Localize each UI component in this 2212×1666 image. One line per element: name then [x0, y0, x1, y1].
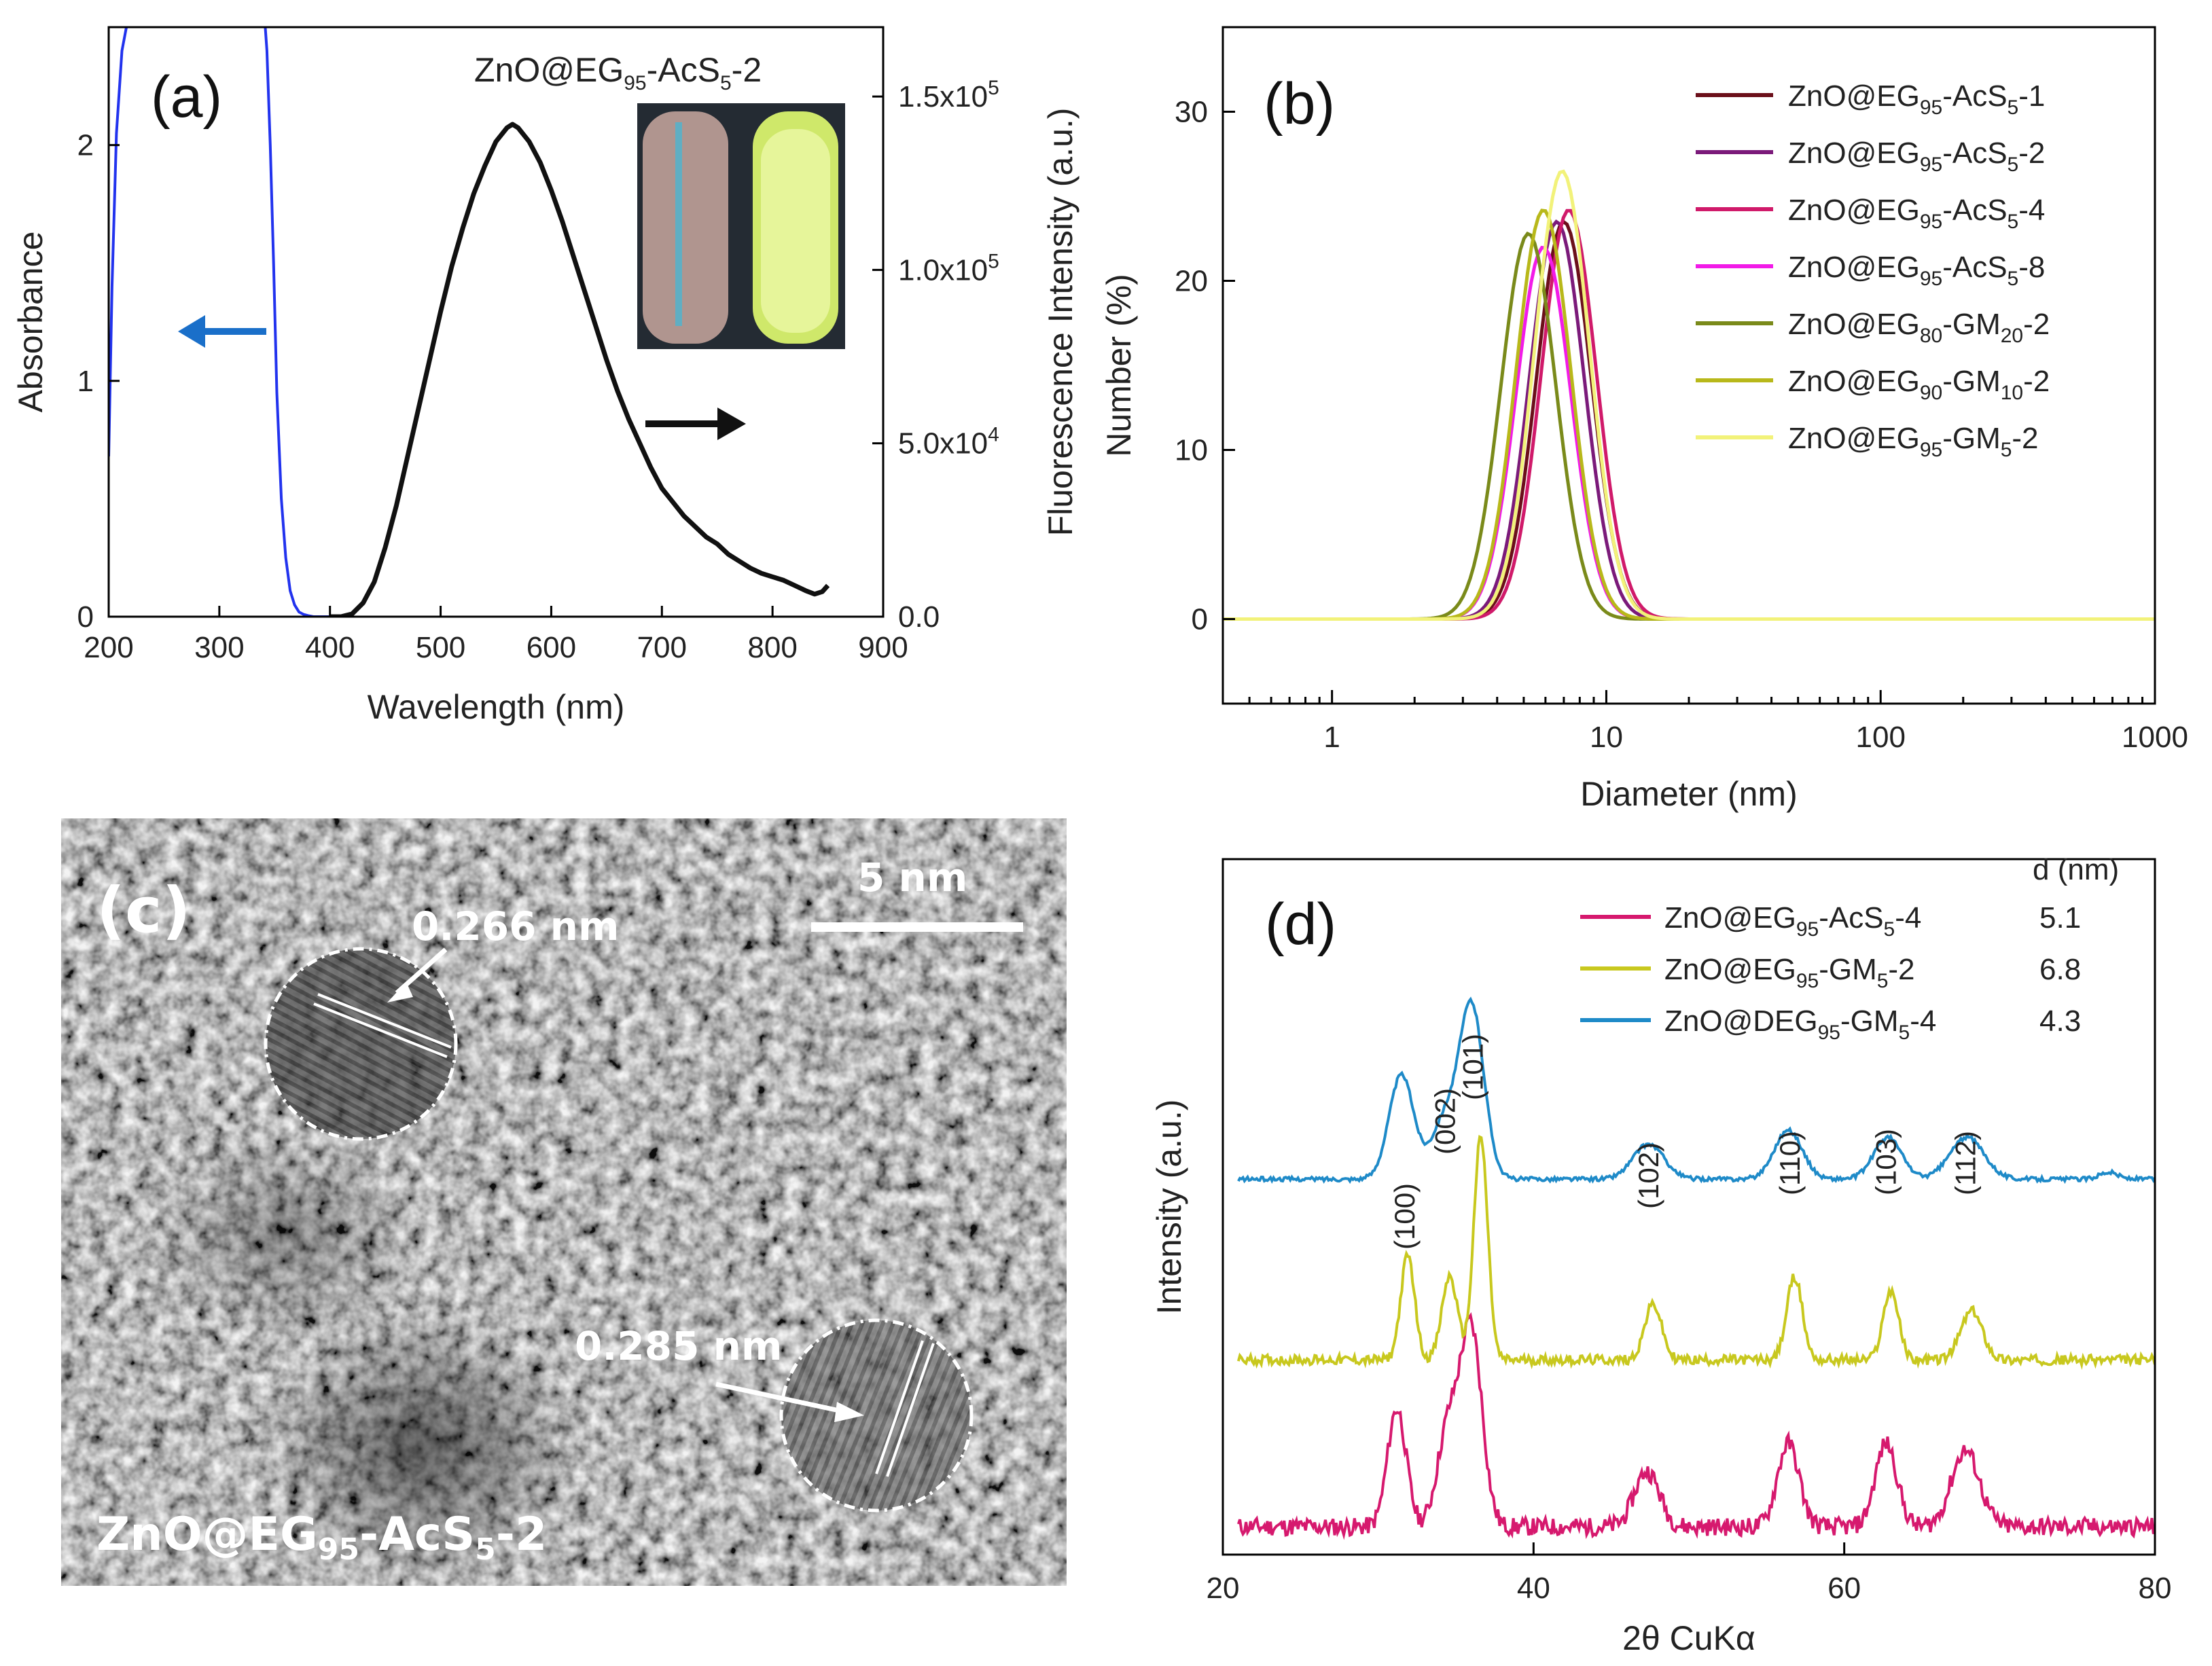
y-axis-title-d: Intensity (a.u.): [1150, 1100, 1188, 1315]
lattice-line-2b: [886, 1343, 935, 1477]
absorbance-curve: [109, 27, 330, 617]
spacing-1-arrowhead: [387, 982, 413, 1002]
arrow-right-fluorescence-axis: [645, 408, 746, 440]
vial-transparent: [643, 111, 728, 344]
legend-label-b: ZnO@EG95-AcS5-2: [1788, 137, 2045, 176]
x-tick-label-a: 700: [637, 631, 687, 664]
plot-frame-a: [107, 26, 885, 618]
lattice-line-1b: [313, 1002, 448, 1058]
tem-sample-label: ZnO@EG95-AcS5-2: [96, 1508, 547, 1567]
spacing-2-arrowhead: [834, 1402, 864, 1422]
y2-tick-label-a: 1.5x105: [898, 77, 999, 113]
x-tick-label-b: 100: [1856, 721, 1906, 754]
miller-index-label: (100): [1389, 1183, 1421, 1250]
legend-label-b: ZnO@EG80-GM20-2: [1788, 308, 2050, 347]
panel-c-tem-image: 5 nm 0.266 nm 0.285 nm (c) ZnO@EG95-AcS5…: [61, 818, 1067, 1586]
vials-inset-photo: [637, 103, 845, 349]
y-axis-title-b: Number (%): [1100, 274, 1138, 456]
legend-crystallite-size-d: 4.3: [2039, 1004, 2081, 1038]
panel-label-b: (b): [1264, 71, 1335, 137]
x-tick-label-b: 10: [1590, 721, 1623, 754]
xrd-pattern-curve: [1236, 1311, 2155, 1540]
tem-dark-region-2: [149, 1127, 421, 1345]
plot-frame-d: [1221, 858, 2156, 1556]
x-tick-label-d: 80: [2139, 1572, 2172, 1605]
y2-tick-label-a: 5.0x104: [898, 424, 999, 460]
scale-bar-label: 5 nm: [857, 854, 967, 901]
x-tick-label-a: 500: [416, 631, 465, 664]
x-axis-title-d: 2θ CuKα: [1622, 1619, 1755, 1657]
y-tick-label-b: 10: [1175, 434, 1208, 467]
x-tick-label-a: 800: [747, 631, 797, 664]
y-axis-title-a: Absorbance: [12, 232, 50, 413]
x-axis-title-b: Diameter (nm): [1580, 775, 1797, 813]
panel-label-a: (a): [151, 65, 222, 130]
vial-glow: [761, 129, 830, 333]
panel-label-d: (d): [1265, 892, 1336, 957]
legend-crystallite-size-d: 5.1: [2039, 901, 2081, 935]
miller-index-label: (110): [1774, 1131, 1806, 1195]
legend-label-d: ZnO@EG95-GM5-2: [1664, 953, 1915, 992]
legend-label-b: ZnO@EG90-GM10-2: [1788, 365, 2050, 404]
legend-label-b: ZnO@EG95-AcS5-8: [1788, 251, 2045, 290]
x-tick-label-b: 1: [1323, 721, 1340, 754]
plot-frame-b: [1221, 26, 2156, 705]
lattice-spacing-2-label: 0.285 nm: [575, 1323, 782, 1369]
chart-title-a: ZnO@EG95-AcS5-2: [474, 51, 762, 94]
vial-reflection: [675, 122, 682, 326]
y-tick-label-b: 20: [1175, 265, 1208, 298]
legend-label-b: ZnO@EG95-GM5-2: [1788, 422, 2039, 461]
spacing-2-arrow: [715, 1381, 843, 1414]
arrow-left-head: [178, 315, 205, 348]
miller-index-label: (002): [1429, 1088, 1461, 1155]
arrow-left-absorbance-axis: [178, 315, 266, 348]
legend-label-d: ZnO@DEG95-GM5-4: [1664, 1004, 1936, 1044]
miller-index-label: (102): [1633, 1142, 1664, 1209]
legend-crystallite-size-d: 6.8: [2039, 953, 2081, 986]
lattice-line-1a: [317, 993, 452, 1049]
x-tick-label-b: 1000: [2122, 721, 2188, 754]
arrow-right-head: [717, 408, 746, 440]
lattice-spacing-1-label: 0.266 nm: [412, 903, 619, 949]
legend-label-b: ZnO@EG95-AcS5-1: [1788, 79, 2045, 119]
lattice-line-2a: [875, 1340, 924, 1474]
tem-dark-region: [258, 1311, 584, 1582]
y-tick-label-a: 2: [77, 129, 94, 162]
fluorescence-curve: [329, 122, 830, 617]
panel-a: 200 300 400 500 600 700 800 900 0 1 2 0.0 5.0x104 1.0…: [12, 26, 1080, 726]
legend-label-d: ZnO@EG95-AcS5-4: [1664, 901, 1921, 941]
y2-tick-label-a: 1.0x105: [898, 250, 999, 287]
miller-index-label: (101): [1457, 1034, 1488, 1100]
crystal-2-outline: [779, 1318, 974, 1513]
panel-label-c: (c): [96, 874, 191, 947]
legend-header-d: d (nm): [2033, 853, 2119, 886]
y2-tick-label-a: 0.0: [898, 600, 940, 634]
x-axis-title-a: Wavelength (nm): [368, 688, 625, 726]
y-tick-label-b: 0: [1192, 603, 1208, 636]
x-tick-label-a: 300: [194, 631, 244, 664]
xrd-pattern-curve: [1237, 996, 2155, 1184]
miller-index-label: (103): [1870, 1129, 1902, 1195]
xrd-pattern-curve: [1236, 1135, 2155, 1371]
y-tick-label-b: 30: [1175, 96, 1208, 129]
x-tick-label-a: 200: [84, 631, 133, 664]
miller-index-label: (112): [1949, 1131, 1981, 1195]
size-distribution-curve: [1223, 169, 2155, 621]
x-tick-label-d: 60: [1827, 1572, 1861, 1605]
crystal-1-outline: [264, 947, 458, 1141]
y-tick-label-a: 1: [77, 365, 94, 398]
panel-d: 20 40 60 80 2θ CuKα Intensity (a.u.) ZnO@EG95…: [1150, 853, 2171, 1657]
y-tick-label-a: 0: [77, 600, 94, 634]
x-tick-label-d: 40: [1517, 1572, 1550, 1605]
legend-label-b: ZnO@EG95-AcS5-4: [1788, 194, 2045, 233]
x-tick-label-a: 600: [527, 631, 576, 664]
x-tick-label-d: 20: [1207, 1572, 1240, 1605]
panel-b: 1 10 100 1000 0 10 20 30 Diameter (nm) Number (%)…: [1100, 26, 2188, 813]
x-tick-label-a: 400: [305, 631, 355, 664]
x-tick-label-a: 900: [858, 631, 908, 664]
y2-axis-title-a: Fluorescence Intensity (a.u.): [1041, 108, 1080, 537]
